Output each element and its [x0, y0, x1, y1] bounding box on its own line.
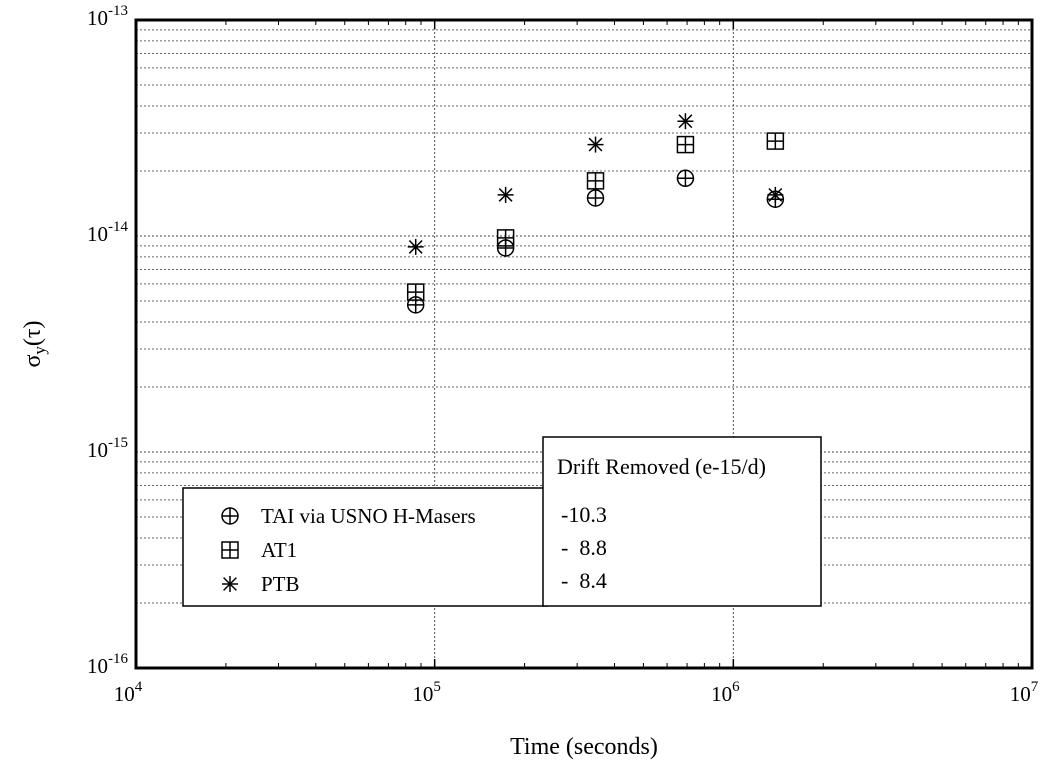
x-tick-label: 105 — [412, 679, 441, 706]
square-plus-marker — [676, 135, 695, 154]
legend: TAI via USNO H-Masers AT1 PTB — [182, 487, 548, 607]
drift-removed-values: -10.3 - 8.8 - 8.4 — [561, 502, 607, 593]
drift-removed-frame — [542, 436, 822, 607]
tick-labels: 104 105 106 107 10-13 10-14 10-15 10-16 — [87, 3, 1039, 706]
y-axis-title-base: σ — [20, 355, 46, 368]
drift-value: - 8.8 — [561, 535, 607, 560]
asterisk-marker — [407, 238, 424, 255]
drift-removed-title: Drift Removed (e-15/d) — [557, 454, 766, 479]
legend-items: TAI via USNO H-Masers AT1 PTB — [221, 504, 476, 596]
square-plus-marker — [406, 283, 425, 301]
x-tick-label: 106 — [711, 679, 740, 706]
y-tick-label: 10-16 — [87, 651, 128, 678]
square-plus-marker — [586, 172, 605, 190]
y-tick-label: 10-13 — [87, 3, 128, 30]
x-axis-title: Time (seconds) — [510, 734, 658, 760]
drift-value: - 8.4 — [561, 568, 607, 593]
square-plus-marker — [496, 229, 515, 247]
square-plus-marker — [221, 541, 239, 559]
x-tick-label: 107 — [1010, 679, 1039, 706]
plot-frame — [134, 18, 1034, 670]
y-axis-title-tail: (τ) — [20, 320, 46, 346]
circle-plus-marker — [676, 169, 695, 188]
y-axis-title-sub: y — [30, 346, 49, 355]
legend-frame — [182, 487, 548, 607]
asterisk-marker — [587, 136, 604, 153]
data-markers — [406, 113, 785, 314]
legend-label: PTB — [261, 572, 300, 596]
asterisk-marker — [677, 113, 694, 130]
circle-plus-marker — [586, 189, 605, 207]
drift-removed-box: Drift Removed (e-15/d) -10.3 - 8.8 - 8.4 — [542, 436, 822, 607]
asterisk-marker — [497, 186, 514, 203]
legend-label: TAI via USNO H-Masers — [261, 504, 476, 528]
y-tick-label: 10-15 — [87, 435, 128, 462]
x-tick-label: 104 — [114, 679, 143, 706]
y-tick-label: 10-14 — [87, 219, 128, 246]
drift-value: -10.3 — [561, 502, 607, 527]
asterisk-marker — [767, 186, 784, 203]
circle-plus-marker — [221, 507, 239, 525]
y-axis-title: σy(τ) — [20, 320, 49, 367]
square-plus-marker — [766, 132, 785, 150]
legend-label: AT1 — [261, 538, 297, 562]
asterisk-marker — [222, 576, 238, 592]
